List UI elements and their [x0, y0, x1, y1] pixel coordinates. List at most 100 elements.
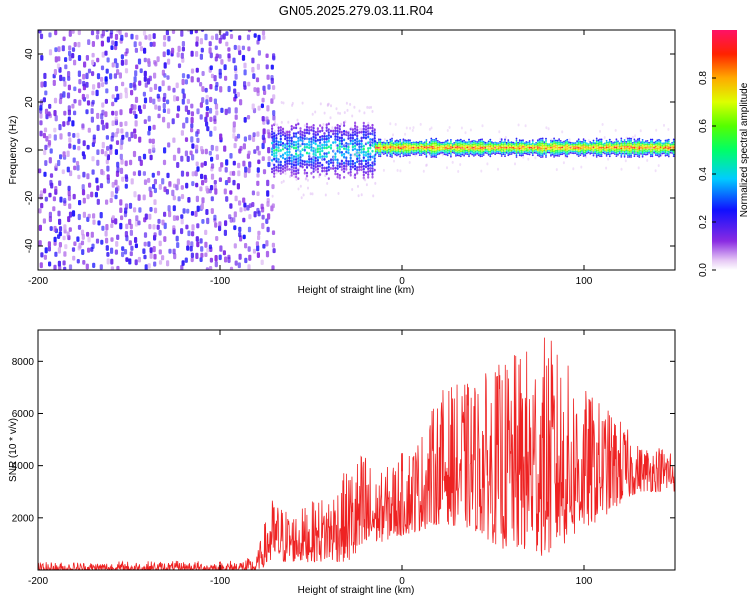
heatmap-cell	[205, 267, 209, 270]
heatmap-cell	[628, 137, 631, 140]
heatmap-cell	[466, 143, 469, 145]
heatmap-cell	[319, 163, 322, 167]
heatmap-cell	[362, 133, 365, 137]
heatmap-cell	[391, 139, 393, 142]
heatmap-cell	[325, 137, 328, 141]
heatmap-cell	[40, 55, 44, 61]
heatmap-cell	[329, 146, 333, 150]
heatmap-cell	[597, 139, 600, 142]
heatmap-cell	[605, 151, 608, 154]
heatmap-cell	[658, 150, 660, 153]
heatmap-cell	[96, 112, 100, 119]
heatmap-cell	[572, 167, 575, 171]
heatmap-cell	[445, 147, 447, 149]
heatmap-cell	[479, 143, 482, 146]
heatmap-cell	[279, 134, 282, 138]
heatmap-cell	[214, 103, 219, 110]
heatmap-cell	[556, 144, 559, 147]
heatmap-cell	[469, 144, 472, 146]
heatmap-cell	[64, 244, 68, 250]
heatmap-cell	[272, 110, 276, 116]
heatmap-cell	[663, 152, 665, 155]
heatmap-cell	[663, 142, 665, 145]
heatmap-cell	[369, 143, 372, 147]
heatmap-cell	[321, 166, 324, 170]
heatmap-cell	[73, 165, 77, 171]
heatmap-cell	[227, 107, 231, 114]
heatmap-cell	[547, 127, 550, 131]
heatmap-cell	[180, 194, 185, 200]
heatmap-cell	[400, 148, 403, 151]
heatmap-cell	[189, 150, 193, 156]
heatmap-cell	[571, 143, 574, 146]
heatmap-cell	[641, 154, 644, 156]
heatmap-cell	[554, 139, 557, 142]
heatmap-cell	[468, 145, 470, 148]
heatmap-cell	[279, 166, 282, 170]
heatmap-cell	[232, 160, 236, 166]
heatmap-cell	[251, 136, 256, 142]
heatmap-cell	[404, 154, 406, 157]
heatmap-cell	[143, 47, 147, 54]
heatmap-cell	[319, 173, 322, 176]
heatmap-cell	[124, 174, 128, 179]
heatmap-cell	[474, 154, 477, 156]
heatmap-cell	[358, 142, 361, 146]
heatmap-cell	[100, 149, 104, 155]
heatmap-cell	[143, 57, 147, 63]
heatmap-cell	[525, 142, 528, 145]
heatmap-cell	[340, 133, 343, 137]
heatmap-cell	[456, 149, 459, 152]
heatmap-cell	[374, 140, 377, 143]
heatmap-cell	[545, 156, 547, 158]
heatmap-cell	[425, 147, 428, 150]
heatmap-cell	[577, 148, 580, 151]
heatmap-cell	[124, 68, 129, 74]
heatmap-cell	[399, 155, 402, 158]
heatmap-cell	[340, 151, 343, 154]
heatmap-cell	[648, 147, 650, 149]
heatmap-cell	[471, 153, 474, 156]
heatmap-cell	[379, 150, 382, 153]
heatmap-cell	[369, 158, 372, 161]
heatmap-cell	[461, 153, 464, 156]
heatmap-cell	[78, 200, 82, 206]
heatmap-cell	[338, 127, 341, 131]
heatmap-cell	[307, 186, 309, 190]
heatmap-cell	[157, 113, 161, 119]
heatmap-cell	[195, 161, 199, 167]
heatmap-cell	[297, 160, 300, 163]
heatmap-cell	[535, 145, 537, 148]
heatmap-cell	[582, 153, 585, 156]
heatmap-cell	[76, 236, 80, 242]
heatmap-cell	[374, 153, 377, 156]
heatmap-cell	[489, 152, 492, 154]
heatmap-cell	[515, 137, 518, 140]
heatmap-cell	[415, 149, 418, 152]
heatmap-cell	[525, 141, 528, 143]
heatmap-cell	[450, 142, 452, 145]
heatmap-cell	[543, 153, 546, 155]
heatmap-cell	[504, 141, 506, 144]
heatmap-cell	[432, 145, 434, 148]
heatmap-cell	[147, 177, 151, 183]
heatmap-cell	[581, 144, 583, 147]
heatmap-cell	[312, 156, 315, 160]
heatmap-cell	[425, 139, 428, 141]
heatmap-cell	[386, 144, 388, 147]
heatmap-cell	[110, 223, 114, 229]
heatmap-cell	[109, 148, 113, 155]
heatmap-cell	[378, 145, 380, 147]
heatmap-cell	[558, 153, 560, 156]
heatmap-cell	[671, 152, 673, 154]
heatmap-cell	[409, 149, 411, 152]
heatmap-cell	[255, 241, 259, 246]
heatmap-cell	[152, 41, 156, 47]
heatmap-cell	[589, 146, 592, 148]
heatmap-cell	[471, 141, 474, 144]
heatmap-cell	[425, 142, 428, 145]
heatmap-cell	[273, 157, 276, 161]
heatmap-cell	[224, 256, 228, 263]
heatmap-cell	[281, 133, 285, 137]
heatmap-cell	[135, 215, 139, 222]
